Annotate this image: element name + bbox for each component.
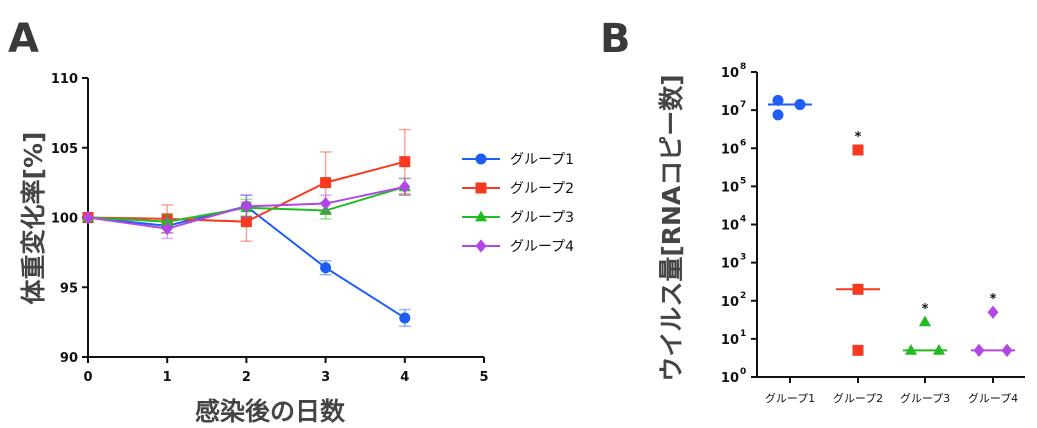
y-tick-exponent: 8 (740, 62, 746, 72)
significance-star: * (990, 292, 997, 307)
y-tick-label: 10 (721, 333, 739, 348)
data-point (320, 177, 332, 189)
data-point (320, 262, 332, 274)
y-tick-label: 10 (721, 371, 739, 386)
x-tick-label: 1 (163, 370, 172, 385)
panel-a-axes: 90 95 100 105 110 0 1 2 3 4 5 (51, 72, 489, 385)
category-label: グループ3 (900, 391, 950, 405)
legend-label: グループ3 (510, 210, 574, 226)
y-tick-exponent: 2 (740, 291, 746, 301)
y-tick-label: 90 (60, 351, 78, 366)
data-point (161, 222, 173, 236)
y-tick-label: 10 (721, 66, 739, 81)
significance-star: * (855, 130, 862, 145)
panel-b-label: B (600, 16, 631, 62)
category-label: グループ2 (833, 391, 883, 405)
group-1 (768, 94, 812, 121)
legend-marker (474, 210, 488, 222)
group-3: * (903, 302, 947, 355)
y-tick-label: 95 (60, 281, 78, 296)
y-tick-exponent: 3 (740, 253, 746, 263)
x-tick-label: 0 (83, 370, 92, 385)
y-tick-label: 105 (51, 142, 78, 157)
data-point (772, 109, 784, 121)
data-point (932, 344, 946, 355)
legend-item-3: グループ3 (462, 210, 574, 226)
data-point (399, 312, 411, 324)
group-2: * (836, 130, 880, 356)
legend-item-1: グループ1 (462, 152, 574, 168)
significance-star: * (922, 302, 929, 317)
legend-item-2: グループ2 (462, 181, 574, 197)
panel-b-points: * * * (768, 94, 1015, 357)
panel-a-xlabel: 感染後の日数 (195, 397, 346, 426)
panel-a-legend: グループ1 グループ2 グループ3 グループ4 (462, 152, 574, 255)
y-tick-exponent: 5 (740, 176, 746, 186)
legend-marker (475, 182, 487, 194)
panel-a-label: A (8, 16, 39, 62)
x-tick-label: 2 (242, 370, 251, 385)
y-tick-exponent: 4 (740, 215, 746, 225)
data-point (240, 199, 252, 213)
y-tick-label: 10 (721, 295, 739, 310)
data-point (904, 344, 918, 355)
x-tick-label: 4 (400, 370, 409, 385)
legend-marker (475, 239, 487, 253)
data-point (82, 210, 94, 225)
data-point (399, 180, 411, 194)
legend-item-4: グループ4 (462, 239, 574, 255)
y-tick-label: 10 (721, 104, 739, 119)
y-tick-label: 110 (51, 72, 78, 87)
legend-label: グループ4 (510, 239, 574, 255)
category-label: グループ1 (765, 391, 815, 405)
legend-label: グループ2 (510, 181, 574, 197)
panel-b-ylabel: ウイルス量[RNAコピー数] (657, 74, 686, 381)
y-tick-exponent: 6 (740, 138, 746, 148)
panel-a-series (81, 128, 411, 328)
data-point (399, 156, 411, 168)
y-tick-label: 10 (721, 180, 739, 195)
data-point (973, 343, 985, 357)
y-tick-exponent: 1 (740, 329, 746, 339)
y-tick-label: 10 (721, 257, 739, 272)
y-tick-label: 100 (51, 212, 78, 227)
y-tick-exponent: 7 (740, 100, 746, 110)
data-point (987, 305, 999, 319)
panel-a: A 90 95 100 105 110 0 1 2 3 4 5 感染後の日数 体重変化率[%] グル… (8, 16, 574, 426)
panel-a-ylabel: 体重変化率[%] (19, 132, 48, 305)
data-point (240, 216, 252, 228)
data-point (1001, 343, 1013, 357)
data-point (852, 144, 864, 156)
legend-marker (475, 153, 487, 165)
data-point (918, 315, 932, 327)
y-tick-label: 10 (721, 142, 739, 157)
series-4 (82, 177, 411, 240)
category-label: グループ4 (968, 391, 1018, 405)
data-point (794, 99, 806, 111)
x-tick-label: 3 (321, 370, 330, 385)
legend-label: グループ1 (510, 152, 574, 168)
data-point (852, 283, 864, 295)
data-point (852, 344, 864, 356)
y-tick-exponent: 0 (740, 367, 746, 377)
group-4: * (971, 292, 1015, 357)
data-point (320, 196, 332, 211)
y-tick-label: 10 (721, 219, 739, 234)
data-point (161, 215, 174, 227)
data-point (772, 94, 784, 106)
x-tick-label: 5 (479, 370, 488, 385)
